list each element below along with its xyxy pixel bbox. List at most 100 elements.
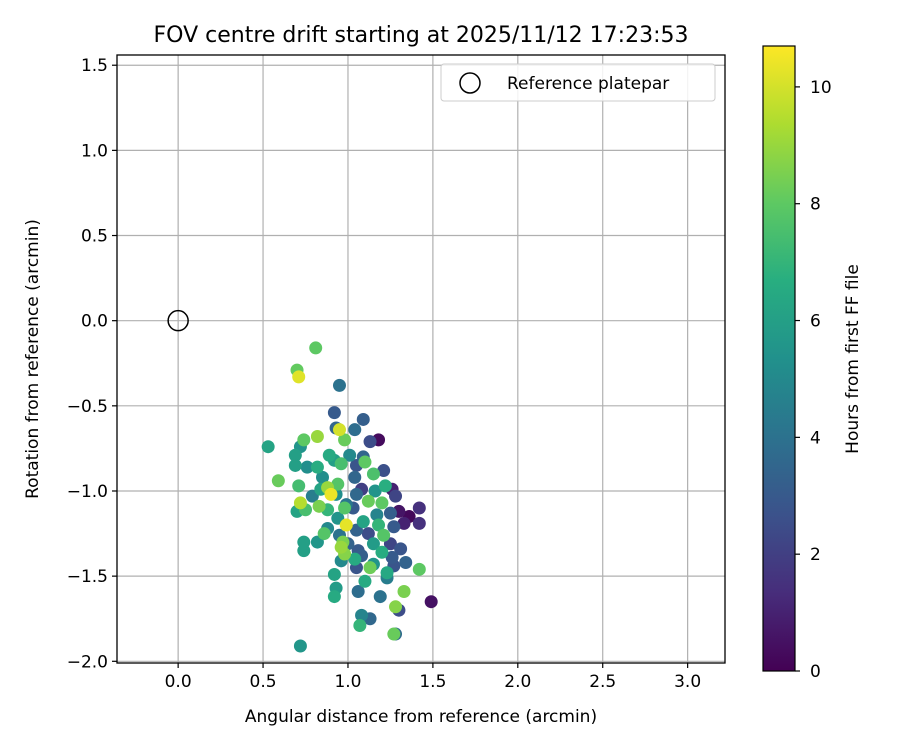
- x-tick-label: 3.0: [674, 672, 701, 692]
- legend-entry-reference: Reference platepar: [507, 74, 669, 94]
- scatter-point: [397, 584, 411, 598]
- scatter-point: [293, 639, 307, 653]
- x-tick-label: 0.0: [165, 672, 192, 692]
- scatter-point: [348, 552, 362, 566]
- scatter-point: [324, 487, 338, 501]
- scatter-point: [412, 562, 426, 576]
- scatter-point: [373, 590, 387, 604]
- scatter-point: [292, 479, 306, 493]
- scatter-point: [378, 479, 392, 493]
- x-tick-label: 2.5: [589, 672, 616, 692]
- scatter-point: [366, 537, 380, 551]
- scatter-point: [338, 501, 352, 515]
- scatter-point: [348, 470, 362, 484]
- y-tick-label: 1.5: [81, 56, 108, 76]
- scatter-point: [368, 484, 382, 498]
- scatter-point: [317, 527, 331, 541]
- y-tick-label: 0.0: [81, 312, 108, 332]
- scatter-point: [355, 608, 369, 622]
- x-tick-label: 1.5: [419, 672, 446, 692]
- scatter-point: [370, 508, 384, 522]
- scatter-point: [327, 406, 341, 420]
- scatter-point: [349, 487, 363, 501]
- scatter-point: [412, 501, 426, 515]
- x-axis-label: Angular distance from reference (arcmin): [245, 707, 597, 727]
- scatter-point: [356, 412, 370, 426]
- colorbar: 0 2 4 6 8 10 Hours from first FF file: [762, 45, 863, 682]
- scatter-point: [297, 433, 311, 447]
- x-axis-ticks: 0.0 0.5 1.0 1.5 2.0 2.5 3.0: [165, 663, 701, 692]
- colorbar-gradient: [762, 45, 796, 672]
- y-tick-label: 0.5: [81, 227, 108, 247]
- x-tick-label: 0.5: [250, 672, 277, 692]
- grid-lines: [117, 55, 725, 663]
- scatter-point: [332, 378, 346, 392]
- colorbar-tick-label: 6: [810, 312, 821, 332]
- scatter-point: [377, 464, 391, 478]
- scatter-point: [327, 567, 341, 581]
- colorbar-tick-label: 0: [810, 662, 821, 682]
- legend-box: [440, 63, 716, 102]
- colorbar-ticks: 0 2 4 6 8 10: [795, 78, 832, 682]
- scatter-point: [334, 540, 348, 554]
- scatter-point: [412, 516, 426, 530]
- y-tick-label: −1.0: [67, 482, 108, 502]
- colorbar-tick-label: 8: [810, 195, 821, 215]
- scatter-point: [380, 566, 394, 580]
- chart-title: FOV centre drift starting at 2025/11/12 …: [154, 23, 689, 48]
- scatter-point: [338, 433, 352, 447]
- scatter-point: [343, 448, 357, 462]
- colorbar-label: Hours from first FF file: [843, 264, 863, 454]
- x-tick-label: 1.0: [334, 672, 361, 692]
- scatter-point: [293, 496, 307, 510]
- scatter-point: [375, 496, 389, 510]
- scatter-point: [387, 520, 401, 534]
- scatter-point: [394, 542, 408, 556]
- scatter-point: [363, 435, 377, 449]
- y-tick-label: −1.5: [67, 567, 108, 587]
- scatter-point: [397, 516, 411, 530]
- scatter-point: [385, 550, 399, 564]
- scatter-point: [356, 515, 370, 529]
- scatter-point: [377, 528, 391, 542]
- scatter-point: [351, 584, 365, 598]
- scatter-point: [334, 457, 348, 471]
- scatter-point: [361, 527, 375, 541]
- scatter-point: [389, 489, 403, 503]
- scatter-point: [331, 477, 345, 491]
- colorbar-tick-label: 10: [810, 78, 832, 98]
- scatter-point: [315, 470, 329, 484]
- scatter-point: [288, 448, 302, 462]
- scatter-point: [358, 574, 372, 588]
- scatter-point: [399, 556, 413, 570]
- scatter-point: [361, 494, 375, 508]
- y-axis-ticks: −2.0 −1.5 −1.0 −0.5 0.0 0.5 1.0 1.5: [67, 56, 117, 672]
- scatter-point: [332, 423, 346, 437]
- scatter-point: [387, 627, 401, 641]
- scatter-point: [271, 474, 285, 488]
- y-tick-label: 1.0: [81, 141, 108, 161]
- reference-marker-layer: [167, 309, 189, 332]
- scatter-point: [297, 544, 311, 558]
- scatter-point: [424, 595, 438, 609]
- scatter-point: [312, 499, 326, 513]
- scatter-point: [353, 619, 367, 633]
- scatter-point: [389, 600, 403, 614]
- scatter-point: [310, 429, 324, 443]
- scatter-point: [288, 458, 302, 472]
- y-tick-label: −2.0: [67, 652, 108, 672]
- x-tick-label: 2.0: [504, 672, 531, 692]
- scatter-point: [366, 467, 380, 481]
- y-axis-label: Rotation from reference (arcmin): [23, 219, 43, 499]
- colorbar-tick-label: 2: [810, 545, 821, 565]
- scatter-point: [322, 448, 336, 462]
- legend-marker-reference: [459, 72, 481, 94]
- scatter-point: [358, 455, 372, 469]
- data-points: [261, 341, 438, 653]
- scatter-point: [383, 506, 397, 520]
- scatter-point: [339, 518, 353, 532]
- scatter-point: [261, 440, 275, 454]
- scatter-point: [372, 518, 386, 532]
- y-tick-label: −0.5: [67, 397, 108, 417]
